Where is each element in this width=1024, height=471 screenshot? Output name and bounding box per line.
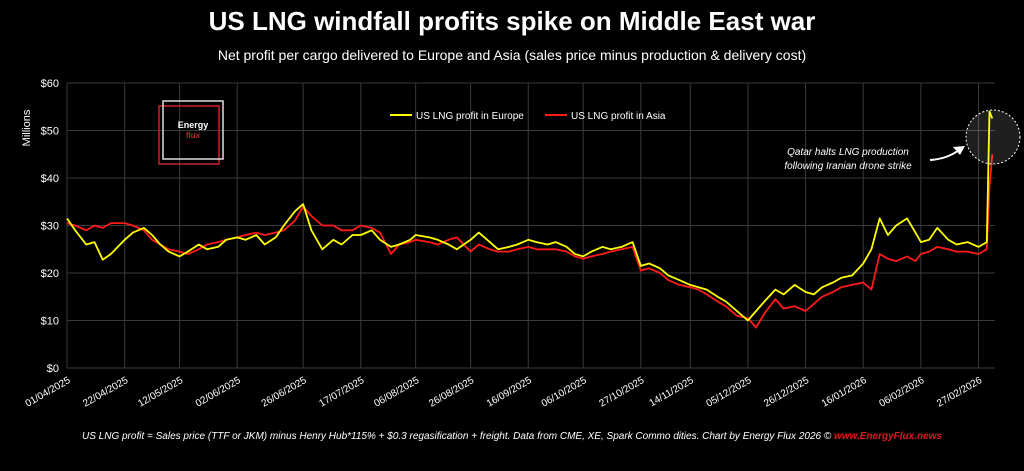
legend-label-europe: US LNG profit in Europe	[416, 111, 524, 122]
annotation-arrow	[929, 149, 960, 161]
x-tick-label: 27/10/2025	[597, 375, 646, 410]
x-tick-label: 02/06/2025	[194, 375, 243, 410]
x-tick-label: 26/06/2025	[260, 375, 309, 410]
x-tick-label: 16/09/2025	[485, 375, 534, 410]
x-tick-label: 01/04/2025	[24, 375, 73, 410]
y-tick-label: $60	[41, 78, 59, 90]
x-tick-label: 27/02/2026	[935, 375, 984, 410]
y-tick-label: $40	[41, 173, 59, 185]
footer-link[interactable]: www.EnergyFlux.news	[834, 431, 942, 442]
y-axis-ticks: $0 $10 $20 $30 $40 $50 $60	[41, 78, 59, 375]
x-tick-label: 17/07/2025	[317, 375, 366, 410]
x-axis-ticks: 01/04/2025 22/04/2025 12/05/2025 02/06/2025…	[24, 375, 985, 410]
annotation-line-1: Qatar halts LNG production	[787, 147, 909, 158]
x-tick-label: 12/05/2025	[136, 375, 185, 410]
series-line-asia	[66, 154, 994, 329]
logo-word-energy: Energy	[178, 120, 209, 130]
x-tick-label: 16/01/2026	[820, 375, 869, 410]
series-line-europe	[66, 110, 994, 322]
y-tick-label: $20	[41, 268, 59, 280]
x-tick-label: 06/08/2025	[372, 375, 421, 410]
x-tick-label: 05/12/2025	[705, 375, 754, 410]
y-tick-label: $10	[41, 316, 59, 328]
y-tick-label: $30	[41, 221, 59, 233]
annotation-line-2: following Iranian drone strike	[784, 161, 912, 172]
highlight-circle	[965, 109, 1021, 165]
x-tick-label: 06/02/2026	[878, 375, 927, 410]
chart-subtitle: Net profit per cargo delivered to Europe…	[217, 47, 807, 63]
logo-word-flux: flux	[186, 131, 201, 140]
legend: US LNG profit in Europe US LNG profit in…	[390, 111, 666, 122]
y-tick-label: $0	[47, 363, 59, 375]
x-tick-label: 22/04/2025	[81, 375, 130, 410]
annotation: Qatar halts LNG production following Ira…	[784, 109, 1021, 172]
legend-label-asia: US LNG profit in Asia	[571, 111, 666, 122]
x-tick-label: 14/11/2025	[648, 375, 697, 409]
x-tick-label: 06/10/2025	[540, 375, 589, 410]
annotation-arrowhead	[953, 146, 965, 155]
x-tick-label: 26/08/2025	[427, 375, 476, 410]
series-lines	[66, 110, 994, 329]
energy-flux-logo: Energy flux	[158, 100, 224, 165]
x-tick-label: 26/12/2025	[762, 375, 811, 410]
chart-title: US LNG windfall profits spike on Middle …	[208, 6, 816, 36]
footer-source-text: US LNG profit = Sales price (TTF or JKM)…	[81, 431, 832, 442]
footer-note: US LNG profit = Sales price (TTF or JKM)…	[0, 431, 1024, 442]
y-axis-label: Millions	[21, 109, 33, 146]
y-tick-label: $50	[41, 126, 59, 138]
